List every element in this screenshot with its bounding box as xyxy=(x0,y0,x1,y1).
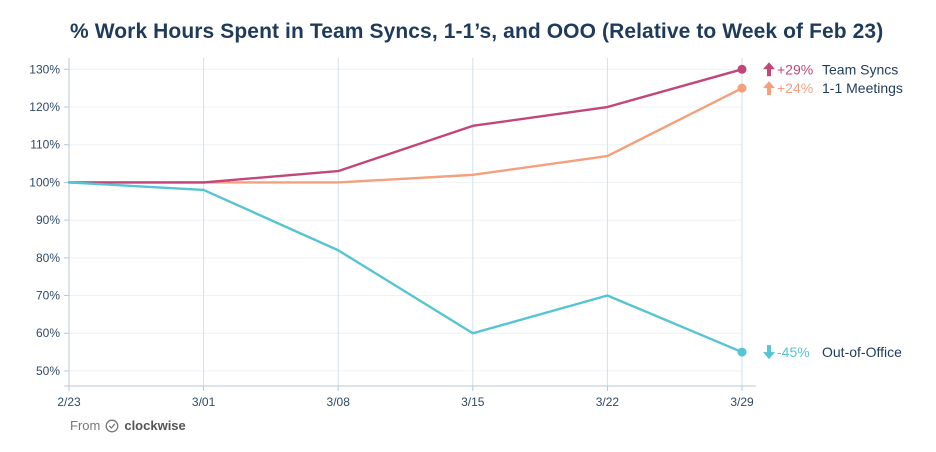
x-tick-label: 3/08 xyxy=(327,395,351,409)
x-tick-label: 3/22 xyxy=(596,395,620,409)
x-tick-label: 3/15 xyxy=(461,395,485,409)
y-tick-label: 50% xyxy=(36,364,60,378)
series-callout-percent: +24% xyxy=(777,80,813,96)
y-tick-label: 70% xyxy=(36,289,60,303)
y-tick-label: 90% xyxy=(36,213,60,227)
arrow-up-icon xyxy=(763,81,775,96)
source-note: From clockwise xyxy=(70,418,186,433)
series-end-marker xyxy=(737,83,747,93)
y-tick-label: 60% xyxy=(36,326,60,340)
series-callout-name: Team Syncs xyxy=(822,61,898,77)
series-line xyxy=(67,86,744,184)
y-tick-label: 120% xyxy=(29,100,60,114)
x-tick-label: 3/29 xyxy=(730,395,754,409)
series-end-marker xyxy=(737,64,747,74)
chart-title: % Work Hours Spent in Team Syncs, 1-1’s,… xyxy=(70,20,884,43)
y-tick-label: 80% xyxy=(36,251,60,265)
y-tick-label: 110% xyxy=(30,138,60,152)
source-prefix: From xyxy=(70,418,101,433)
y-tick-label: 100% xyxy=(29,175,60,189)
series-line xyxy=(67,181,744,354)
series-end-marker xyxy=(737,347,747,357)
x-tick-label: 2/23 xyxy=(57,395,81,409)
y-tick-label: 130% xyxy=(29,62,60,76)
source-brand: clockwise xyxy=(124,418,186,433)
series-line xyxy=(67,68,744,184)
clock-icon xyxy=(105,419,119,432)
series-callout-name: 1-1 Meetings xyxy=(822,80,903,96)
series-callout-percent: -45% xyxy=(777,344,810,360)
arrow-up-icon xyxy=(763,62,775,77)
x-tick-label: 3/01 xyxy=(192,395,216,409)
series-callout-percent: +29% xyxy=(777,61,813,77)
arrow-down-icon xyxy=(763,345,775,360)
series-callout-name: Out-of-Office xyxy=(822,344,902,360)
